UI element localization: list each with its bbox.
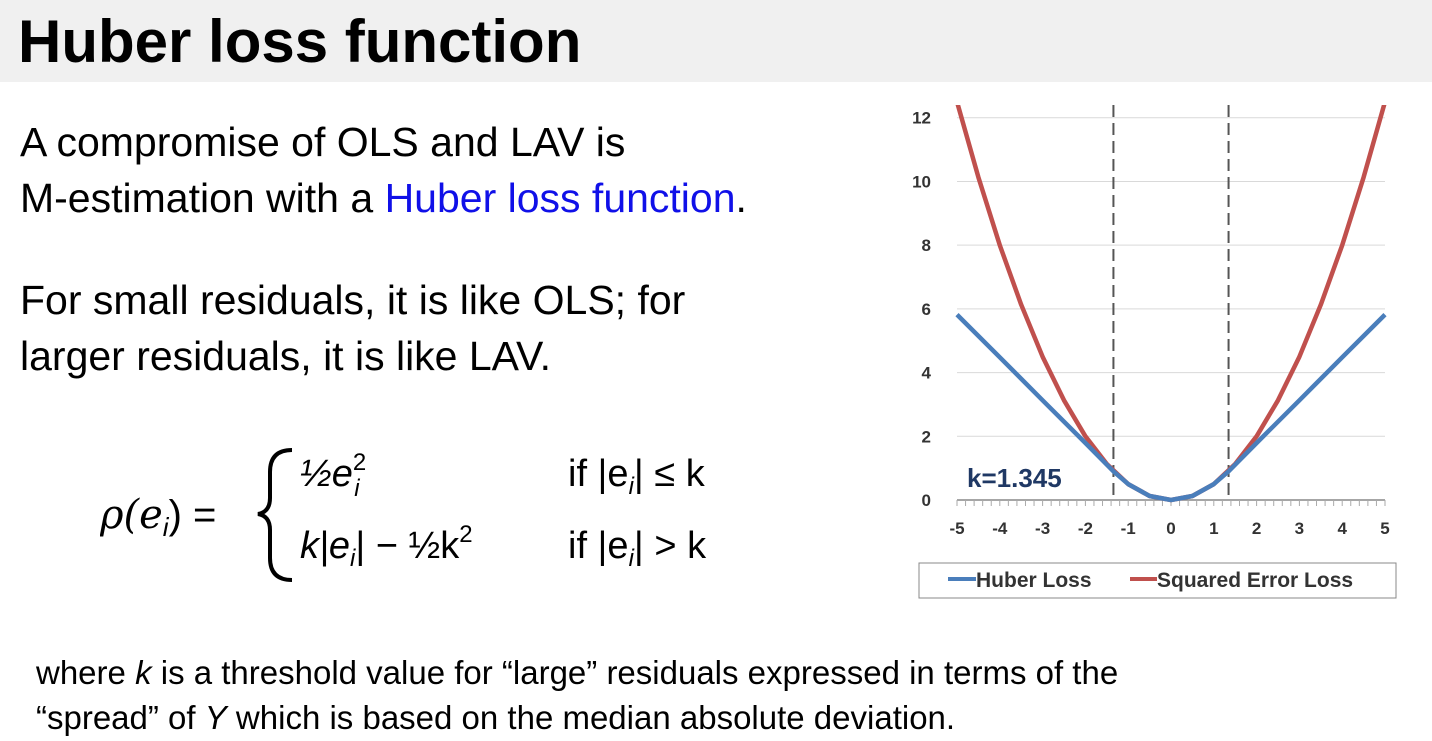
x-tick-label: -5 [949, 519, 964, 538]
page-title: Huber loss function [18, 8, 582, 75]
x-axis-ticks: -5 -4 -3 -2 -1 0 1 2 3 4 5 [949, 500, 1390, 538]
y-tick-label: 0 [922, 491, 931, 510]
formula-case-2-expr: k|ei| − ½k2 [300, 521, 473, 572]
x-tick-label: -2 [1078, 519, 1093, 538]
paragraph-2-line-2: larger residuals, it is like LAV. [20, 333, 551, 379]
y-axis-ticks: 0 2 4 6 8 10 12 [912, 109, 931, 510]
x-tick-label: 5 [1380, 519, 1389, 538]
x-tick-label: -1 [1121, 519, 1136, 538]
y-tick-label: 8 [922, 236, 931, 255]
y-tick-label: 12 [912, 109, 931, 128]
paragraph-1-line-2: M-estimation with a Huber loss function. [20, 170, 747, 226]
footer-line-2: “spread” of Y which is based on the medi… [36, 699, 956, 736]
y-tick-label: 6 [922, 300, 931, 319]
k-annotation: k=1.345 [967, 463, 1062, 493]
paragraph-2-line-1: For small residuals, it is like OLS; for [20, 277, 686, 323]
formula-brace [257, 448, 293, 582]
y-tick-label: 2 [922, 427, 931, 446]
title-bar: Huber loss function [0, 0, 1432, 82]
y-tick-label: 10 [912, 172, 931, 191]
x-tick-label: -3 [1035, 519, 1050, 538]
huber-loss-link[interactable]: Huber loss function [384, 175, 736, 221]
x-tick-label: 3 [1295, 519, 1304, 538]
formula-case-1-expr: ½e2 i [300, 449, 366, 502]
formula-lhs: ρ(ei) = [100, 492, 216, 542]
x-tick-label: 1 [1209, 519, 1218, 538]
x-tick-label: 2 [1252, 519, 1261, 538]
formula-case-2-condition: if |ei| > k [568, 525, 707, 572]
footer-line-1: where k is a threshold value for “large”… [36, 654, 1119, 691]
x-tick-label: -4 [992, 519, 1008, 538]
legend-huber-label: Huber Loss [976, 569, 1092, 592]
paragraph-1-suffix: . [735, 175, 747, 221]
y-tick-label: 4 [922, 364, 932, 383]
series-line-0 [955, 313, 1387, 503]
huber-formula: ρ(ei) = ½e2 i if |ei| ≤ k k|ei| − ½k2 if … [100, 448, 707, 582]
x-tick-label: 0 [1166, 519, 1175, 538]
chart-legend: Huber Loss Squared Error Loss [918, 562, 1397, 599]
k-threshold-lines [1112, 105, 1230, 500]
series-line-1 [955, 105, 1387, 503]
chart-series [955, 105, 1387, 503]
paragraph-1-line-1: A compromise of OLS and LAV is [20, 119, 626, 165]
legend-squared-label: Squared Error Loss [1157, 569, 1353, 592]
paragraph-1-prefix: M-estimation with a [20, 175, 385, 221]
formula-case-1-condition: if |ei| ≤ k [568, 453, 706, 500]
x-tick-label: 4 [1337, 519, 1347, 538]
chart-grid [957, 117, 1385, 501]
